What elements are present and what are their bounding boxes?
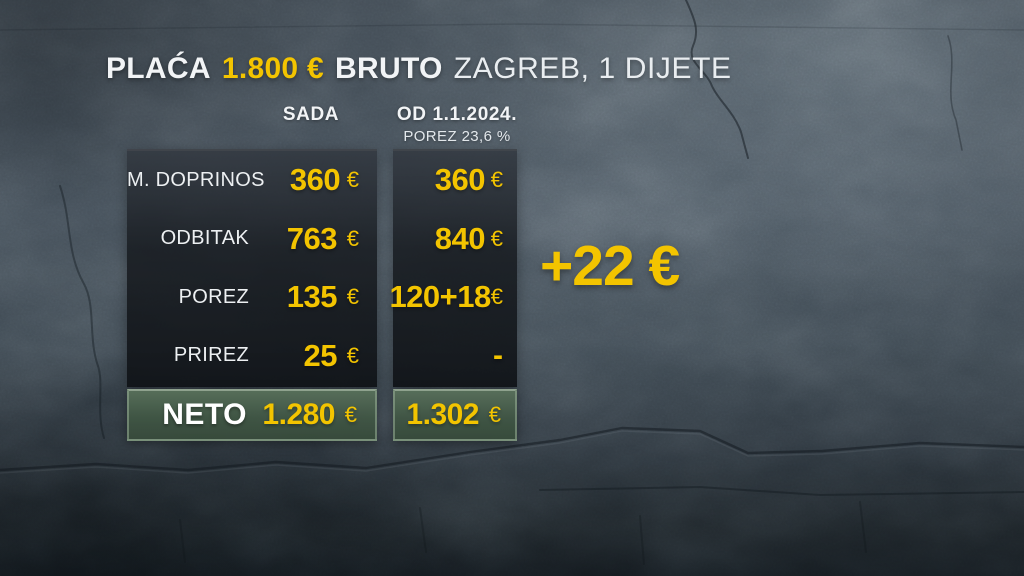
table-future-panel: 360 € 840 € 120+18 € - xyxy=(389,149,517,387)
table-row: 840 € xyxy=(393,210,517,269)
neto-future-box: 1.302 € xyxy=(393,389,517,441)
table-row: M. DOPRINOS 360 € xyxy=(127,151,377,210)
row-value-future: 840 xyxy=(434,220,486,256)
column-header-future: OD 1.1.2024. xyxy=(396,104,518,125)
euro-sign: € xyxy=(490,167,503,193)
euro-sign: € xyxy=(346,342,359,368)
column-header-now: SADA xyxy=(282,104,340,125)
neto-value-future: 1.302 xyxy=(406,398,479,431)
title-word-bruto: BRUTO xyxy=(335,52,443,85)
row-label: ODBITAK xyxy=(160,227,249,250)
table-row: PRIREZ 25 € xyxy=(127,327,377,386)
table-now-panel: M. DOPRINOS 360 € ODBITAK 763 € POREZ 13… xyxy=(127,149,377,387)
title-subtitle: ZAGREB, 1 DIJETE xyxy=(453,52,732,85)
euro-sign: € xyxy=(344,402,357,427)
page-title: PLAĆA 1.800 € BRUTO ZAGREB, 1 DIJETE xyxy=(106,52,732,86)
row-value-now: 763 xyxy=(286,220,338,256)
title-word-placa: PLAĆA xyxy=(106,52,211,85)
table-row: 120+18 € xyxy=(389,268,517,327)
row-value-future: 360 xyxy=(434,162,486,198)
table-row: - xyxy=(393,327,517,386)
euro-sign: € xyxy=(490,284,503,310)
no-value-dash: - xyxy=(493,338,503,372)
row-value-now: 25 xyxy=(303,337,338,373)
row-label: PRIREZ xyxy=(173,344,249,367)
table-row: 360 € xyxy=(393,151,517,210)
column-header-future-subtitle: POREZ 23,6 % xyxy=(403,128,511,145)
difference-callout: +22 € xyxy=(540,234,680,298)
row-value-now: 135 xyxy=(286,279,338,315)
euro-sign: € xyxy=(346,225,359,251)
row-value-now: 360 xyxy=(289,162,341,198)
row-label: POREZ xyxy=(178,285,249,308)
neto-now-box: NETO 1.280 € xyxy=(127,389,377,441)
neto-value-now: 1.280 xyxy=(262,398,335,431)
row-label: M. DOPRINOS xyxy=(127,168,265,191)
table-row: POREZ 135 € xyxy=(127,268,377,327)
neto-label: NETO xyxy=(162,398,247,431)
row-value-future: 120+18 xyxy=(389,279,491,315)
title-gross-amount: 1.800 € xyxy=(221,52,325,85)
euro-sign: € xyxy=(490,225,503,251)
euro-sign: € xyxy=(488,402,501,427)
euro-sign: € xyxy=(346,284,359,310)
table-row: ODBITAK 763 € xyxy=(127,210,377,269)
euro-sign: € xyxy=(346,167,359,193)
